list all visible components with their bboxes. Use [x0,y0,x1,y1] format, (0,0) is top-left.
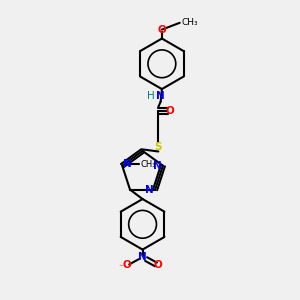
Text: CH₃: CH₃ [181,18,198,27]
Text: H: H [147,91,154,100]
Text: N: N [138,252,147,262]
Text: S: S [154,142,162,152]
Text: N: N [156,91,165,100]
Text: O: O [165,106,174,116]
Text: CH₃: CH₃ [141,160,156,169]
Text: N: N [153,161,162,171]
Text: N: N [123,159,132,169]
Text: O: O [123,260,131,270]
Text: O: O [154,260,162,270]
Text: ⁻: ⁻ [119,263,124,272]
Text: O: O [158,25,166,34]
Text: N: N [146,184,154,195]
